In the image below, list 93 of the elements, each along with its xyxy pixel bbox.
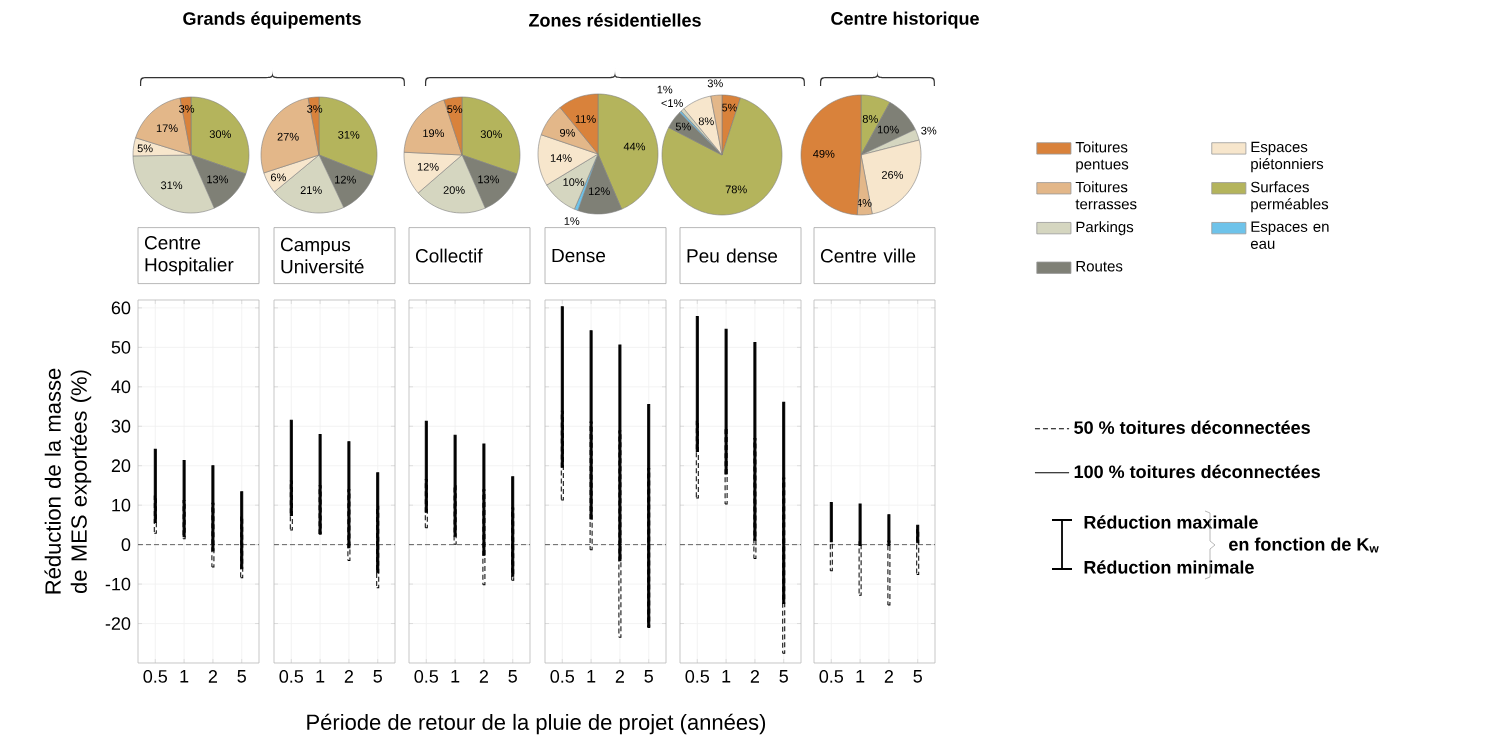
legend-label: Routes bbox=[1076, 261, 1123, 272]
text: Réduction minimale bbox=[1084, 560, 1254, 574]
legend-label: Parkings bbox=[1076, 221, 1134, 236]
x-tick-label: 5 bbox=[373, 670, 382, 683]
data-label: 17% bbox=[156, 124, 178, 133]
chart-title: Centre Hospitalier bbox=[144, 235, 234, 276]
y-tick-label: 0 bbox=[121, 538, 131, 552]
x-tick-label: 2 bbox=[208, 670, 217, 683]
data-label: 12% bbox=[589, 187, 610, 196]
data-label: 3% bbox=[179, 104, 195, 113]
data-label: 3% bbox=[307, 104, 323, 113]
x-tick-label: 0.5 bbox=[819, 670, 844, 683]
data-label: 21% bbox=[300, 186, 322, 194]
x-tick-label: 5 bbox=[913, 670, 922, 683]
x-tick-label: 1 bbox=[856, 670, 865, 683]
x-tick-label: 0.5 bbox=[279, 670, 304, 683]
x-tick-label: 2 bbox=[750, 670, 759, 683]
y-tick-label: 50 bbox=[111, 340, 131, 354]
data-label: 13% bbox=[478, 175, 500, 184]
text: Zones résidentielles bbox=[529, 13, 701, 27]
legend-label: Surfaces perméables bbox=[1250, 181, 1329, 213]
legend-label: Espaces en eau bbox=[1250, 221, 1329, 249]
data-label: 31% bbox=[160, 181, 183, 190]
chart-title: Peu dense bbox=[687, 248, 778, 263]
data-label: 13% bbox=[207, 175, 229, 184]
y-tick-label: 10 bbox=[112, 498, 131, 512]
data-label: 5% bbox=[447, 105, 463, 114]
legend-label: 100 % toitures déconnectées bbox=[1074, 464, 1320, 479]
y-tick-label: 40 bbox=[111, 380, 131, 394]
data-label: 11% bbox=[575, 115, 596, 123]
data-label: 19% bbox=[423, 129, 445, 138]
text: Réduction maximale bbox=[1084, 515, 1258, 529]
data-label: 9% bbox=[560, 128, 576, 137]
data-label: 1% bbox=[564, 217, 580, 225]
data-label: 26% bbox=[881, 171, 904, 179]
x-tick-label: 5 bbox=[779, 670, 788, 683]
text: Grands équipements bbox=[183, 11, 361, 29]
x-tick-label: 0.5 bbox=[143, 670, 168, 683]
x-tick-label: 1 bbox=[587, 670, 596, 683]
x-tick-label: 1 bbox=[180, 670, 189, 683]
x-tick-label: 1 bbox=[451, 670, 460, 683]
data-label: 12% bbox=[335, 175, 356, 184]
x-tick-label: 0.5 bbox=[414, 670, 439, 683]
legend-label: 50 % toitures déconnectées bbox=[1074, 420, 1310, 434]
data-label: <1% bbox=[661, 99, 683, 107]
x-tick-label: 0.5 bbox=[685, 670, 710, 683]
data-label: 5% bbox=[721, 103, 738, 112]
data-label: 31% bbox=[338, 130, 360, 139]
y-tick-label: 20 bbox=[111, 459, 131, 473]
x-tick-label: 5 bbox=[508, 670, 517, 683]
chart-title: Dense bbox=[552, 248, 606, 263]
x-tick-label: 1 bbox=[722, 670, 731, 683]
data-label: 10% bbox=[877, 125, 899, 134]
data-label: 5% bbox=[137, 144, 153, 153]
x-tick-label: 2 bbox=[884, 670, 893, 683]
y-tick-label: -10 bbox=[105, 577, 131, 591]
chart-title: Collectif bbox=[415, 248, 483, 263]
data-label: 14% bbox=[550, 154, 572, 162]
text: Centre historique bbox=[831, 11, 979, 29]
data-label: 10% bbox=[563, 178, 585, 186]
y-axis-title: Réduction de la masse de MES exportées (%) bbox=[44, 368, 92, 594]
x-tick-label: 1 bbox=[316, 670, 325, 683]
data-label: 8% bbox=[698, 117, 714, 126]
data-label: 1% bbox=[657, 85, 673, 94]
x-axis-title: Période de retour de la pluie de projet (années) bbox=[307, 713, 766, 735]
x-tick-label: 0.5 bbox=[550, 670, 575, 683]
legend-label: Espaces piétonniers bbox=[1251, 141, 1324, 173]
data-label: 5% bbox=[675, 122, 691, 131]
data-label: 44% bbox=[623, 142, 646, 151]
x-tick-label: 5 bbox=[644, 670, 653, 683]
data-label: 8% bbox=[862, 115, 878, 123]
y-tick-label: 30 bbox=[111, 419, 131, 433]
text: en fonction de K$_{w}$ bbox=[1229, 537, 1379, 553]
data-label: 30% bbox=[209, 130, 231, 139]
data-label: 20% bbox=[443, 186, 465, 194]
chart-title: Campus Université bbox=[280, 237, 364, 274]
data-label: 3% bbox=[707, 79, 723, 88]
data-label: 30% bbox=[480, 130, 502, 139]
x-tick-label: 5 bbox=[237, 670, 246, 683]
data-label: 6% bbox=[270, 173, 286, 182]
x-tick-label: 2 bbox=[479, 670, 488, 683]
data-label: 3% bbox=[921, 126, 937, 135]
chart-title: Centre ville bbox=[820, 248, 916, 263]
y-tick-label: -20 bbox=[105, 617, 131, 630]
x-tick-label: 2 bbox=[344, 670, 353, 683]
data-label: 12% bbox=[417, 162, 439, 171]
legend-label: Toitures pentues bbox=[1075, 141, 1129, 173]
legend-label: Toitures terrasses bbox=[1075, 181, 1137, 210]
data-label: 27% bbox=[277, 132, 299, 141]
data-label: 78% bbox=[725, 185, 747, 194]
x-tick-label: 2 bbox=[615, 670, 624, 683]
data-label: 49% bbox=[813, 149, 835, 158]
y-tick-label: 60 bbox=[111, 301, 131, 315]
